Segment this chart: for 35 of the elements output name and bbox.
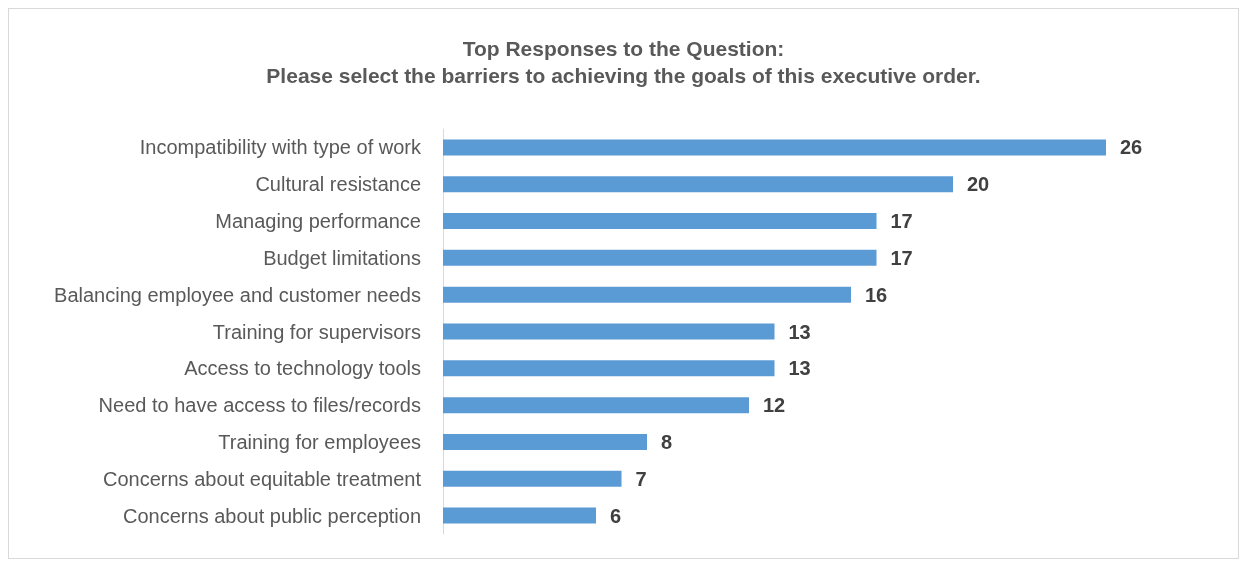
data-label: 13 xyxy=(788,357,811,380)
bar xyxy=(443,323,775,340)
bar xyxy=(443,433,647,450)
y-tick-label: Concerns about equitable treatment xyxy=(103,467,422,490)
y-tick-label: Concerns about public perception xyxy=(123,504,421,527)
data-label: 13 xyxy=(788,320,811,343)
data-label: 17 xyxy=(890,210,913,233)
data-label: 20 xyxy=(967,173,990,196)
data-label: 7 xyxy=(635,467,647,490)
y-tick-label: Training for supervisors xyxy=(212,320,421,343)
data-label: 8 xyxy=(661,430,673,453)
bar xyxy=(443,360,775,377)
data-label: 6 xyxy=(610,504,622,527)
bar xyxy=(443,507,596,524)
y-tick-label: Access to technology tools xyxy=(184,357,421,380)
y-tick-label: Incompatibility with type of work xyxy=(139,136,422,159)
chart-title: Top Responses to the Question: xyxy=(462,37,785,60)
y-tick-label: Budget limitations xyxy=(263,246,421,269)
y-tick-label: Cultural resistance xyxy=(255,173,421,196)
bar xyxy=(443,397,749,414)
data-label: 16 xyxy=(865,283,888,306)
data-label: 26 xyxy=(1120,136,1143,159)
y-tick-label: Training for employees xyxy=(218,430,421,453)
y-tick-label: Managing performance xyxy=(215,210,421,233)
bar xyxy=(443,213,877,230)
data-label: 17 xyxy=(890,246,913,269)
bar xyxy=(443,470,622,487)
data-label: 12 xyxy=(763,394,786,417)
y-tick-label: Balancing employee and customer needs xyxy=(54,283,421,306)
bar xyxy=(443,286,851,303)
chart-subtitle: Please select the barriers to achieving the goals of this executive order. xyxy=(266,64,981,87)
bar xyxy=(443,176,953,193)
y-tick-label: Need to have access to files/records xyxy=(98,394,421,417)
bar xyxy=(443,249,877,266)
bar xyxy=(443,139,1106,156)
